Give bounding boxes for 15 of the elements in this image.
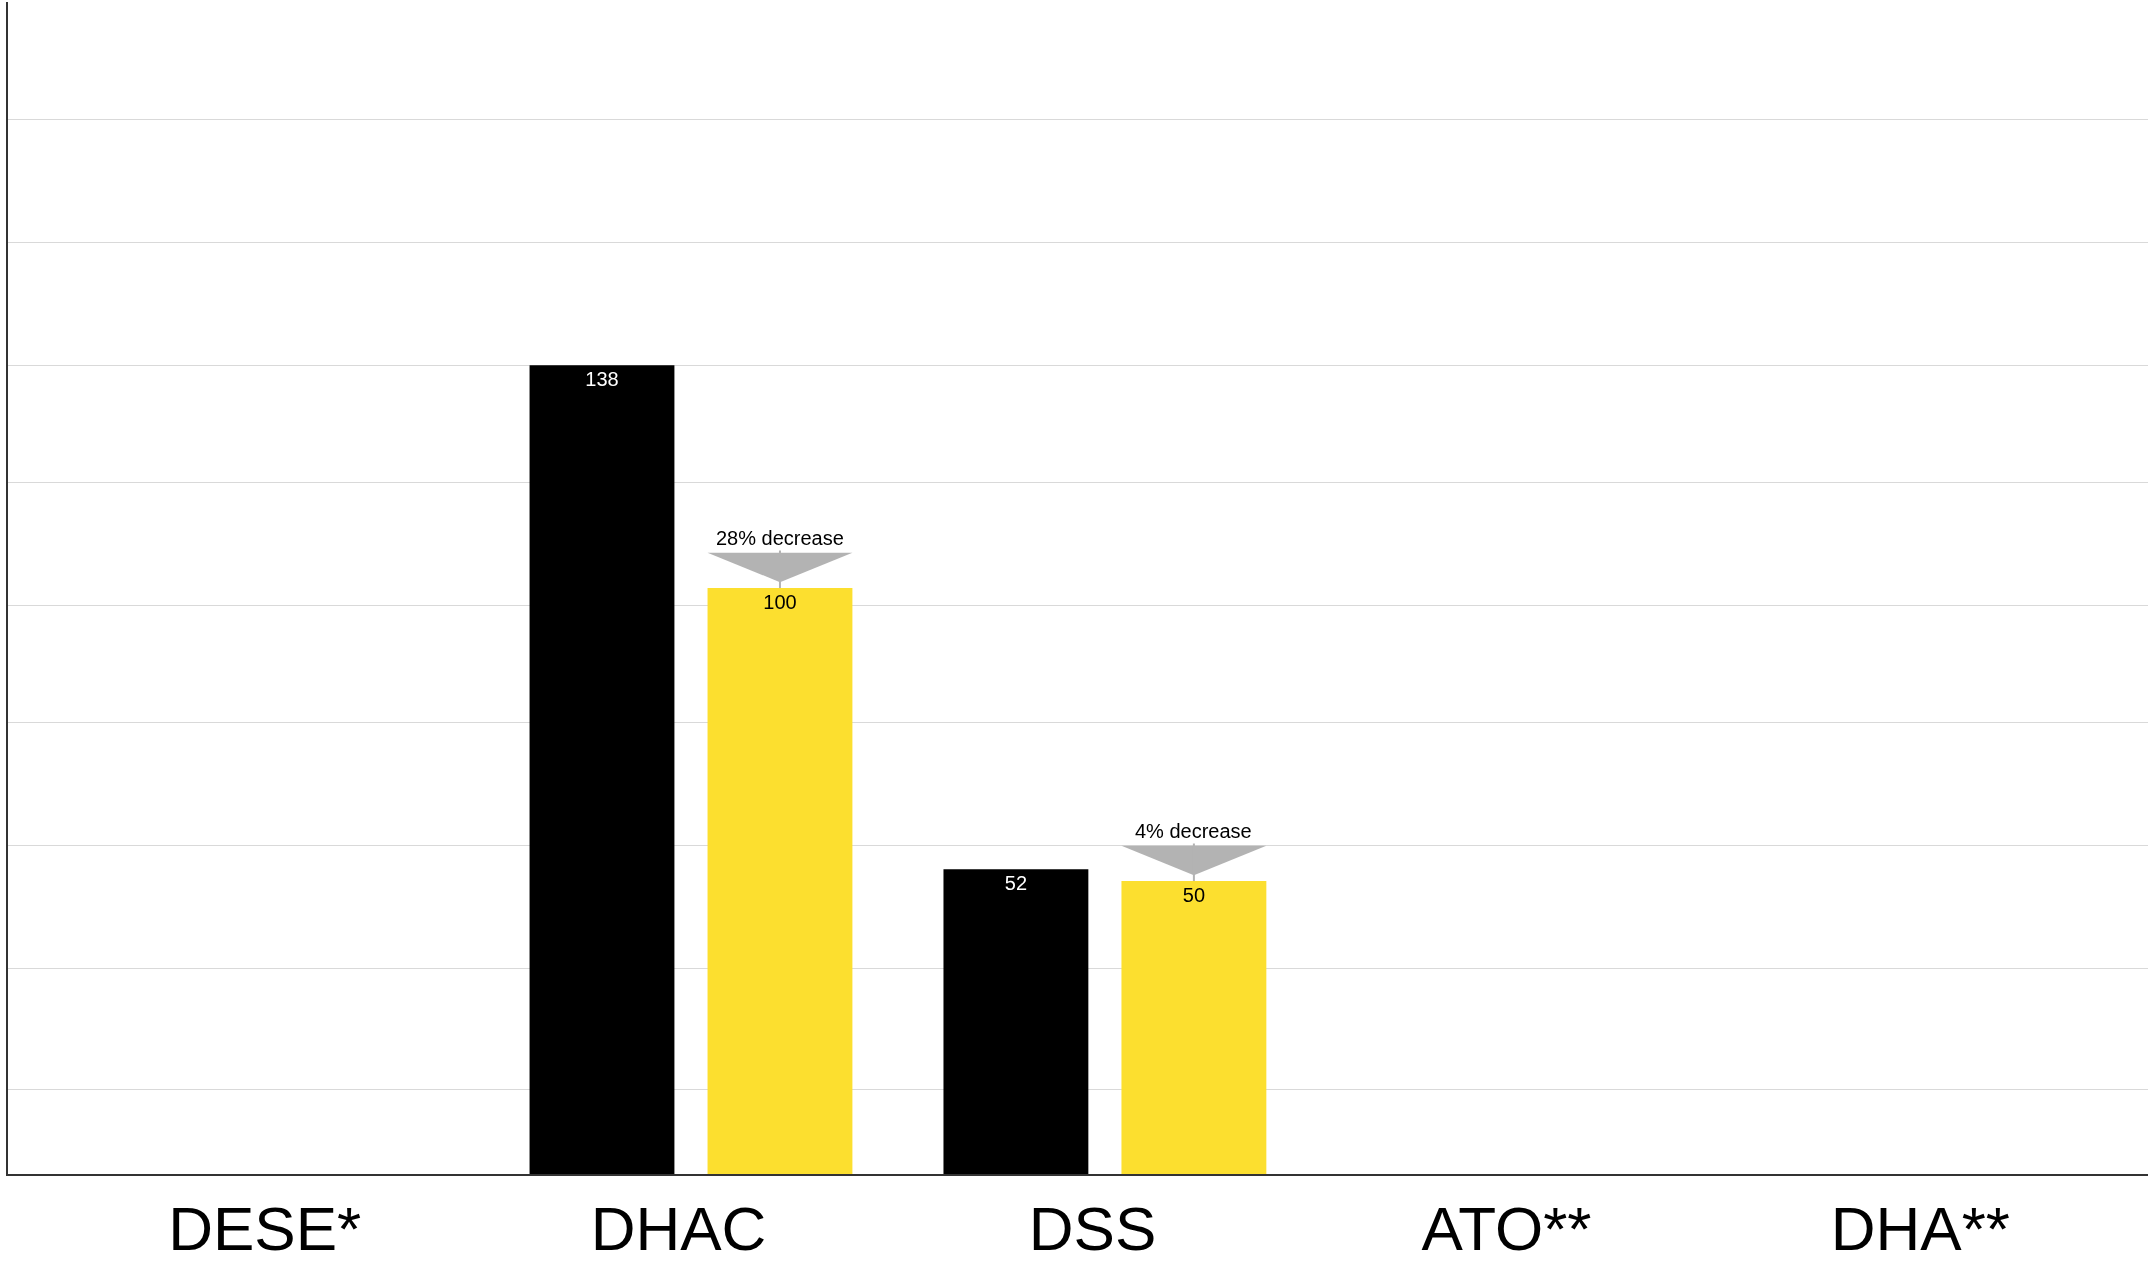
data-label: 138 xyxy=(585,368,619,391)
data-label: 100 xyxy=(763,591,797,613)
bar xyxy=(529,365,675,1174)
x-tick-label: DHAC xyxy=(590,1194,767,1264)
bar xyxy=(707,588,853,1174)
x-tick-label: DHA** xyxy=(1830,1194,2010,1264)
bar xyxy=(943,869,1089,1174)
data-label: 50 xyxy=(1182,884,1206,906)
annotation: 28% decrease xyxy=(716,527,844,549)
data-label: 52 xyxy=(1004,872,1028,895)
x-tick-label: ATO** xyxy=(1421,1194,1592,1264)
x-tick-label: DSS xyxy=(1028,1194,1157,1264)
x-tick-label: DESE* xyxy=(168,1194,362,1264)
annotation: 4% decrease xyxy=(1135,820,1252,842)
bar xyxy=(1121,881,1267,1174)
